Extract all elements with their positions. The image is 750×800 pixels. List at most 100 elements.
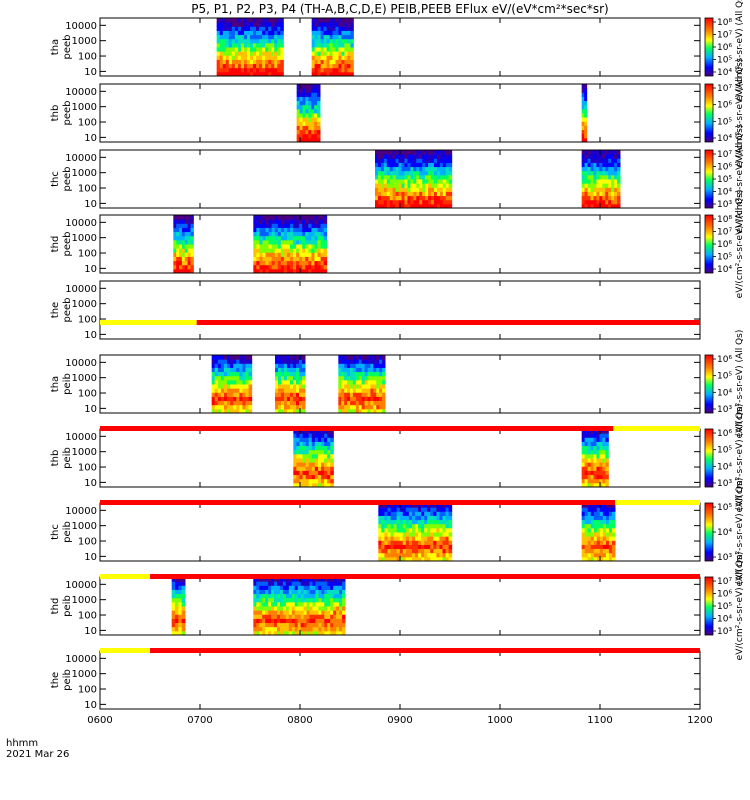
spectrogram-cell	[225, 22, 230, 27]
spectrogram-cell	[587, 470, 592, 476]
spectrogram-cell	[311, 256, 315, 262]
spectrogram-cell	[404, 166, 408, 172]
spectrogram-cell	[296, 437, 300, 442]
spectrogram-cell	[605, 179, 609, 184]
spectrogram-cell	[216, 63, 221, 69]
spectrogram-cell	[327, 606, 331, 611]
spectrogram-cell	[268, 589, 272, 595]
spectrogram-cell	[302, 121, 306, 126]
spectrogram-cell	[242, 400, 247, 406]
spectrogram-cell	[399, 515, 404, 521]
spectrogram-cell	[602, 158, 606, 163]
spectrogram-cell	[280, 260, 285, 266]
colorbar-tick-label: 10⁷	[717, 84, 732, 94]
spectrogram-cell	[367, 371, 371, 377]
spectrogram-cell	[262, 622, 266, 628]
spectrogram-cell	[311, 22, 316, 27]
spectrogram-cell	[217, 384, 222, 389]
spectrogram-cell	[277, 219, 282, 224]
spectrogram-cell	[283, 223, 288, 228]
spectrogram-cell	[338, 22, 342, 27]
spectrogram-interval	[173, 215, 194, 274]
spectrogram-cell	[187, 244, 191, 249]
spectrogram-cell	[296, 133, 301, 139]
spectrogram-cell	[327, 610, 331, 615]
spectrogram-cell	[253, 606, 257, 611]
spectrogram-cell	[227, 359, 231, 364]
spectrogram-cell	[277, 26, 281, 31]
spectrogram-cell	[341, 392, 345, 397]
spectrogram-cell	[318, 606, 322, 611]
spectrogram-cell	[181, 223, 186, 228]
spectrogram-cell	[274, 630, 278, 636]
spectrogram-cell	[358, 375, 363, 381]
spectrogram-cell	[256, 215, 260, 220]
spectrogram-cell	[375, 187, 379, 192]
spectrogram-cell	[222, 63, 227, 69]
spectrogram-cell	[333, 610, 337, 615]
spectrogram-cell	[377, 191, 382, 197]
spectrogram-cell	[305, 227, 309, 233]
spectrogram-cell	[393, 515, 398, 521]
spectrogram-cell	[281, 396, 285, 402]
spectrogram-cell	[299, 125, 303, 131]
spectrogram-cell	[239, 363, 243, 368]
spectrogram-cell	[411, 507, 416, 512]
spectrogram-cell	[317, 96, 321, 102]
spectrogram-cell	[431, 162, 435, 168]
spectrogram-cell	[587, 532, 592, 537]
spectrogram-cell	[259, 219, 263, 224]
spectrogram-cell	[324, 597, 328, 603]
spectrogram-cell	[358, 396, 363, 402]
spectrogram-cell	[219, 55, 224, 60]
spectrogram-cell	[268, 215, 273, 220]
spectrogram-cell	[433, 511, 437, 516]
spectrogram-cell	[245, 392, 250, 397]
spectrogram-cell	[291, 606, 296, 611]
spectrogram-cell	[324, 462, 328, 467]
spectrogram-cell	[605, 183, 609, 188]
spectrogram-cell	[330, 593, 334, 599]
spectrogram-cell	[262, 26, 266, 31]
spectrogram-cell	[274, 26, 278, 31]
spectrogram-cell	[243, 18, 248, 23]
spectrogram-cell	[262, 618, 266, 624]
spectrogram-cell	[277, 59, 281, 65]
spectrogram-cell	[614, 170, 618, 176]
spectrogram-cell	[427, 523, 431, 529]
spectrogram-cell	[277, 268, 282, 274]
spectrogram-cell	[279, 614, 284, 619]
spectrogram-cell	[317, 462, 322, 467]
spectrogram-cell	[275, 379, 279, 385]
spectrogram-cell	[308, 137, 312, 143]
spectrogram-cell	[276, 577, 281, 582]
spectrogram-cell	[312, 630, 316, 636]
spectrogram-cell	[416, 179, 420, 184]
spectrogram-cell	[248, 367, 253, 373]
spectrogram-cell	[230, 384, 234, 389]
spectrogram-cell	[327, 581, 331, 586]
spectrogram-cell	[308, 219, 312, 224]
spectrogram-cell	[277, 231, 282, 237]
spectrogram-cell	[268, 55, 272, 60]
spectrogram-cell	[344, 404, 348, 410]
spectrogram-cell	[314, 88, 318, 93]
spectrogram-cell	[393, 540, 398, 545]
spectrogram-cell	[217, 371, 222, 377]
spectrogram-cell	[352, 379, 357, 385]
spectrogram-cell	[402, 556, 407, 562]
spectrogram-cell	[367, 388, 371, 393]
spectrogram-cell	[228, 59, 233, 65]
spectrogram-cell	[302, 252, 306, 257]
spectrogram-cell	[281, 363, 285, 368]
spectrogram-cell	[280, 252, 285, 257]
spectrogram-cell	[411, 515, 416, 521]
spectrogram-cell	[245, 371, 250, 377]
spectrogram-cell	[320, 256, 325, 262]
spectrogram-cell	[173, 260, 177, 266]
spectrogram-cell	[445, 523, 450, 529]
spectrogram-cell	[584, 437, 589, 442]
spectrogram-cell	[248, 375, 253, 381]
spectrogram-cell	[327, 449, 331, 455]
spectrogram-cell	[291, 589, 296, 595]
